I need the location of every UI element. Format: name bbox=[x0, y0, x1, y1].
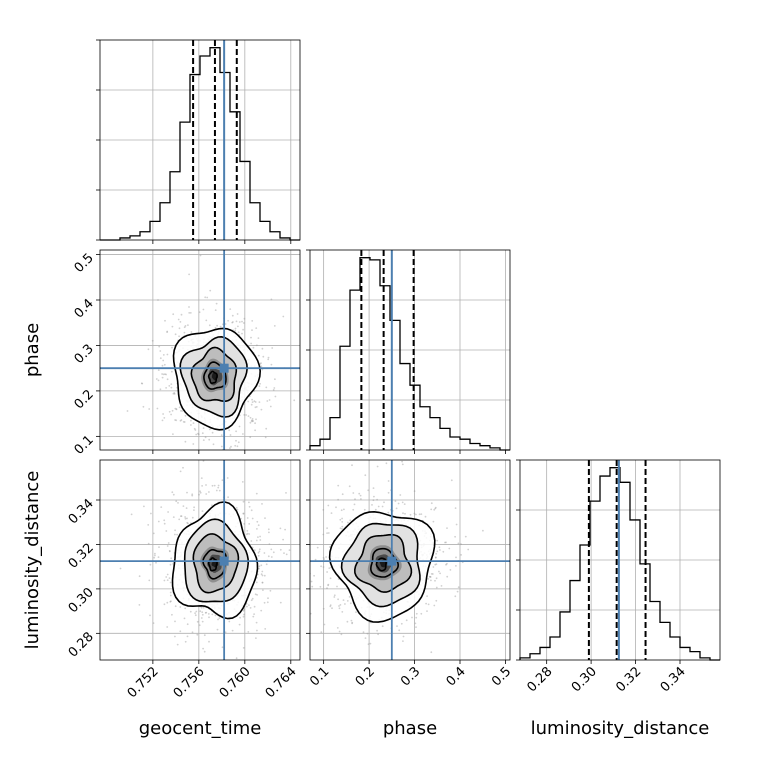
y-tick-label-luminosity_distance: 0.32 bbox=[66, 541, 97, 572]
x-tick-label-geocent_time: 0.760 bbox=[217, 664, 254, 701]
panel-frame bbox=[99, 249, 301, 451]
contour-line bbox=[207, 557, 218, 572]
contour-line bbox=[328, 510, 436, 623]
x-tick-label-geocent_time: 0.756 bbox=[171, 664, 208, 701]
truth-marker bbox=[219, 556, 229, 566]
histogram-luminosity_distance bbox=[519, 467, 720, 661]
x-tick-label-geocent_time: 0.764 bbox=[263, 664, 300, 701]
contour-line bbox=[353, 533, 413, 593]
y-axis-label-phase: phase bbox=[22, 323, 43, 377]
contour-line bbox=[190, 346, 238, 402]
x-tick-label-phase: 0.1 bbox=[307, 664, 332, 689]
y-tick-label-luminosity_distance: 0.28 bbox=[66, 630, 97, 661]
y-tick-label-luminosity_distance: 0.34 bbox=[66, 496, 97, 527]
contour-line bbox=[375, 557, 387, 572]
histogram-geocent_time bbox=[100, 47, 300, 241]
histogram-layer bbox=[100, 47, 720, 661]
panel-frame bbox=[309, 459, 511, 661]
x-tick-label-luminosity_distance: 0.28 bbox=[524, 664, 555, 695]
x-tick-label-luminosity_distance: 0.32 bbox=[613, 664, 644, 695]
contour-lines bbox=[328, 510, 436, 623]
scatter-layer bbox=[119, 254, 484, 660]
x-tick-label-phase: 0.4 bbox=[444, 664, 469, 689]
contour-line bbox=[171, 501, 259, 620]
panel-frame bbox=[99, 459, 301, 661]
x-axis-label-geocent-time: geocent_time bbox=[139, 718, 262, 739]
x-tick-label-geocent_time: 0.752 bbox=[125, 664, 162, 701]
truth-marker bbox=[387, 556, 397, 566]
y-tick-label-luminosity_distance: 0.30 bbox=[66, 585, 97, 616]
x-tick-label-phase: 0.5 bbox=[489, 664, 514, 689]
x-tick-label-luminosity_distance: 0.34 bbox=[658, 664, 689, 695]
truth-marker bbox=[219, 363, 229, 373]
contour-line bbox=[183, 518, 250, 603]
y-axis-label-luminosity-distance: luminosity_distance bbox=[22, 471, 43, 650]
contour-lines bbox=[171, 501, 259, 620]
contour-line bbox=[207, 370, 218, 385]
y-tick-label-phase: 0.2 bbox=[72, 387, 97, 412]
x-axis-label-phase: phase bbox=[383, 718, 437, 739]
contour-line bbox=[172, 327, 262, 431]
y-tick-label-phase: 0.1 bbox=[72, 433, 97, 458]
y-tick-label-phase: 0.4 bbox=[72, 296, 97, 321]
y-tick-label-phase: 0.3 bbox=[72, 342, 97, 367]
contour-line bbox=[202, 549, 228, 580]
contour-line bbox=[369, 547, 400, 578]
x-axis-label-luminosity-distance: luminosity_distance bbox=[531, 718, 710, 739]
histogram-phase bbox=[309, 257, 510, 451]
contour-line bbox=[340, 522, 421, 608]
x-tick-label-phase: 0.3 bbox=[398, 664, 423, 689]
truth-layer bbox=[100, 40, 620, 660]
x-tick-label-luminosity_distance: 0.30 bbox=[569, 664, 600, 695]
y-tick-label-phase: 0.5 bbox=[72, 251, 97, 276]
contour-line bbox=[179, 335, 248, 418]
x-tick-label-phase: 0.2 bbox=[353, 664, 378, 689]
quantile-layer bbox=[192, 40, 647, 660]
